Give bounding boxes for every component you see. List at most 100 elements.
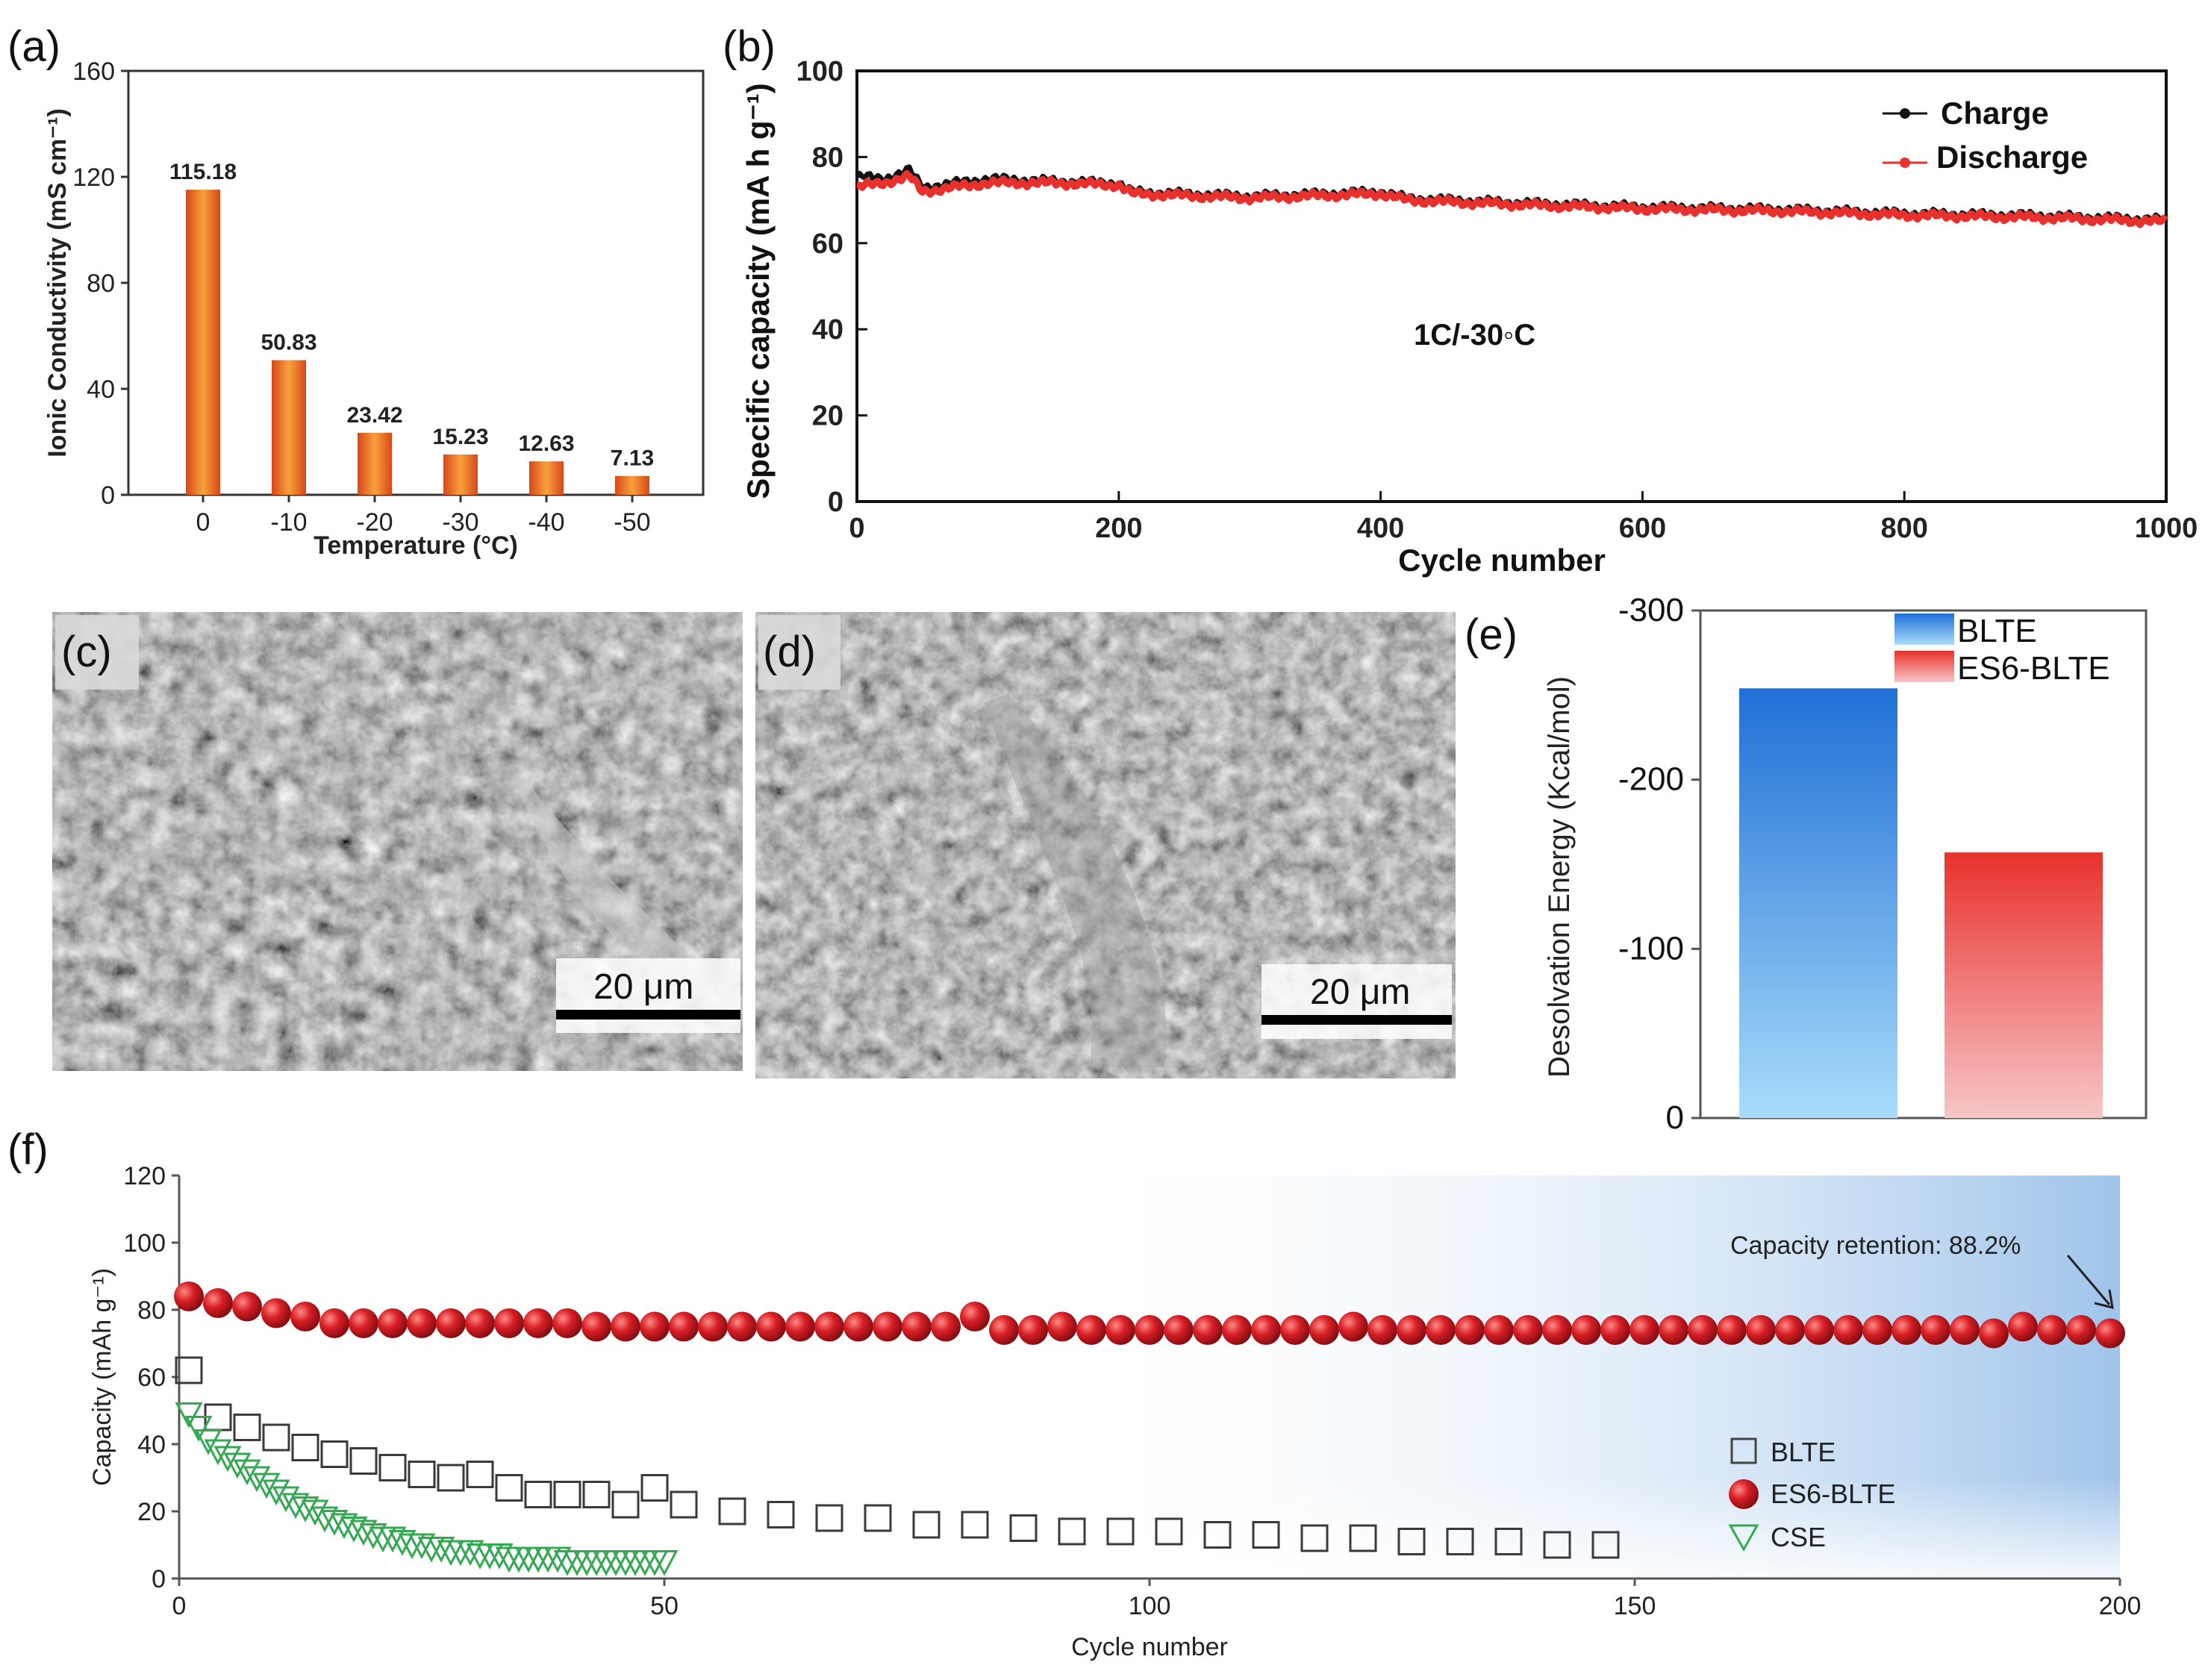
panel-f-es6-blte-point (1047, 1311, 1077, 1342)
panel-f-x-label: Cycle number (1071, 1633, 1228, 1661)
panel-b-y-tick-label: 40 (812, 314, 843, 346)
panel-f-es6-blte-point (843, 1311, 873, 1342)
panel-a: (a) 0 40 80 120 160 115.18 50.83 23.42 15.23 12.… (7, 22, 705, 560)
panel-a-x-ticks: 0 -10 -20 -30 -40 -50 (196, 495, 651, 537)
panel-f-es6-blte-point (232, 1291, 262, 1322)
panel-d-label-bg (758, 615, 841, 690)
panel-d-scale-bar (1262, 1015, 1452, 1025)
panel-f-es6-blte-point (1979, 1318, 2009, 1349)
panel-f-cse-point (340, 1517, 368, 1543)
panel-b-x-tick-label: 0 (849, 513, 864, 544)
panel-f-blte-point (864, 1504, 892, 1532)
panel-f-blte-point (1397, 1528, 1426, 1555)
panel-f-es6-blte-point (1833, 1315, 1863, 1345)
panel-f-es6-blte-point (523, 1308, 553, 1338)
legend-charge-label: Charge (1941, 96, 2049, 131)
panel-f-es6-blte-point (1513, 1315, 1543, 1345)
panel-a-x-tick-label: -10 (270, 508, 307, 537)
panel-a-y-tick-label: 160 (72, 57, 115, 86)
panel-f-x-tick-label: 100 (1129, 1592, 1171, 1620)
panel-f-es6-blte-point (1193, 1315, 1223, 1345)
panel-f-blte-point (291, 1434, 319, 1461)
panel-f-es6-blte-point (2095, 1318, 2125, 1349)
panel-f-blte-point (1252, 1521, 1280, 1549)
panel-f-es6-blte-point (1309, 1315, 1339, 1345)
panel-f-blte-point (1203, 1521, 1232, 1549)
panel-b-condition-annotation: 1C/-30◦C (1414, 319, 1535, 352)
legend-cse-triangle (1728, 1524, 1759, 1552)
panel-f-x-tick-label: 150 (1614, 1592, 1656, 1620)
panel-f-cse-point (223, 1452, 252, 1479)
panel-f-cse-point (359, 1523, 387, 1549)
panel-e-frame (1699, 609, 2148, 1120)
panel-e: (e) 0 -100 -200 -300 BLTE ES6-BLTE Desolvat… (1465, 592, 2148, 1136)
panel-c-label: (c) (61, 628, 112, 676)
panel-a-y-tick-label: 80 (87, 269, 115, 298)
panel-f-blte-point (670, 1490, 698, 1519)
panel-f-cse-point (272, 1486, 300, 1513)
panel-b-series-discharge-line (856, 169, 2168, 228)
panel-f-es6-blte-point (1280, 1315, 1310, 1345)
panel-b-label: (b) (723, 22, 776, 71)
panel-f-cse-point (175, 1402, 203, 1428)
panel-f-es6-blte-point (1455, 1315, 1485, 1345)
panel-f-cse-point (349, 1520, 378, 1546)
legend-discharge-marker (1900, 157, 1910, 168)
panel-f-blte-point (320, 1440, 349, 1468)
sem-d-ridge (985, 694, 1167, 1067)
panel-c-scale-bg (556, 958, 740, 1033)
panel-f-y-tick-label: 100 (123, 1229, 166, 1258)
panel-f-es6-blte-point (1630, 1315, 1659, 1345)
panel-f-es6-blte-point (1135, 1315, 1164, 1345)
panel-f-blte-point (378, 1454, 407, 1481)
panel-f-cse-point (427, 1537, 455, 1563)
legend-es6-blte-swatch (1894, 651, 1954, 682)
panel-f-blte-point (495, 1474, 523, 1502)
panel-a-label: (a) (7, 22, 60, 71)
panel-f-es6-blte-point (378, 1308, 408, 1338)
panel-f-cse-point (243, 1466, 271, 1493)
panel-f-cse-point (330, 1513, 358, 1540)
panel-a-bar (615, 475, 649, 495)
panel-f-es6-blte-point (2037, 1315, 2067, 1345)
panel-f-cse-point (281, 1493, 310, 1520)
panel-f-y-tick-label: 40 (137, 1431, 166, 1459)
panel-f-x-tick-label: 50 (650, 1592, 679, 1620)
panel-f-y-tick-label: 0 (152, 1565, 166, 1593)
panel-f-y-tick-label: 20 (137, 1498, 166, 1526)
panel-f-es6-blte-point (581, 1311, 611, 1342)
legend-f-es6-blte-label: ES6-BLTE (1771, 1478, 1895, 1509)
panel-f-es6-blte-point (1600, 1315, 1630, 1345)
panel-f-blte-point (611, 1490, 640, 1519)
panel-a-y-tick-label: 120 (72, 163, 115, 192)
panel-d-scale-bg (1262, 964, 1452, 1039)
panel-f-y-tick-label: 60 (137, 1364, 166, 1392)
panel-c-scale-bar (556, 1010, 740, 1019)
panel-f-cse-point (378, 1526, 407, 1553)
panel-f-blte-point (1543, 1531, 1571, 1559)
panel-f-blte-point (582, 1481, 611, 1508)
panel-f-cse-point (320, 1510, 349, 1536)
panel-a-bar (272, 360, 306, 495)
panel-f-es6-blte-point (2008, 1311, 2038, 1342)
panel-f-blte-point (815, 1504, 843, 1532)
panel-a-y-ticks: 0 40 80 120 160 (72, 57, 128, 510)
panel-f-es6-blte-point (174, 1281, 204, 1311)
panel-a-data-label: 7.13 (611, 446, 654, 471)
panel-f-es6-blte-point (669, 1311, 699, 1342)
panel-e-bar-blte (1739, 688, 1897, 1118)
panel-f-blte-point (767, 1501, 795, 1528)
panel-f-es6-blte-point (785, 1311, 815, 1342)
panel-f-blte-point (912, 1511, 941, 1539)
panel-f-blte-point (466, 1461, 494, 1488)
panel-e-y-label: Desolvation Energy (Kcal/mol) (1543, 676, 1576, 1078)
panel-f-cse-point (301, 1499, 329, 1526)
panel-f-es6-blte-point (552, 1308, 582, 1338)
panel-f-es6-blte-point (989, 1315, 1019, 1345)
panel-f-blte-point (961, 1511, 989, 1539)
panel-f-blte-point (1058, 1517, 1086, 1546)
panel-e-bar-es6-blte (1945, 852, 2103, 1118)
panel-a-x-tick-label: -20 (356, 508, 393, 537)
legend-f-cse-label: CSE (1771, 1522, 1826, 1552)
panel-d-scale-text: 20 μm (1310, 972, 1410, 1012)
